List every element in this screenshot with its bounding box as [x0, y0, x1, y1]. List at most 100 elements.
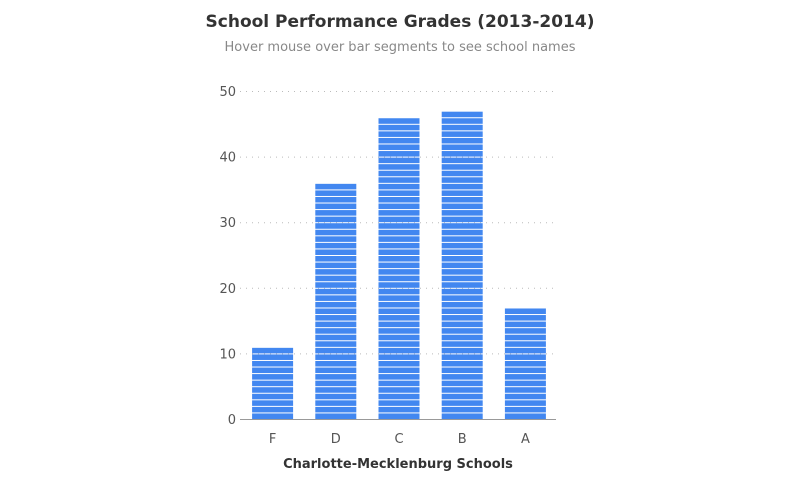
bar-segment[interactable]: [378, 203, 420, 210]
bar-segment[interactable]: [252, 393, 294, 400]
bar-segment[interactable]: [378, 223, 420, 229]
bar-segment[interactable]: [441, 249, 483, 255]
bar-segment[interactable]: [441, 183, 483, 190]
bar-segment[interactable]: [504, 308, 546, 315]
bar-F[interactable]: [252, 347, 294, 419]
bar-segment[interactable]: [378, 360, 420, 367]
bar-segment[interactable]: [378, 321, 420, 328]
bar-segment[interactable]: [441, 341, 483, 347]
bar-segment[interactable]: [315, 315, 357, 321]
bar-segment[interactable]: [252, 380, 294, 387]
bar-segment[interactable]: [378, 315, 420, 321]
bar-segment[interactable]: [315, 196, 357, 203]
bar-segment[interactable]: [315, 308, 357, 315]
bar-B[interactable]: [441, 111, 483, 419]
bar-segment[interactable]: [252, 367, 294, 374]
bar-segment[interactable]: [441, 236, 483, 242]
bar-segment[interactable]: [315, 321, 357, 328]
bar-segment[interactable]: [441, 262, 483, 269]
bar-segment[interactable]: [441, 347, 483, 354]
bar-segment[interactable]: [378, 367, 420, 374]
bar-segment[interactable]: [504, 380, 546, 387]
bar-segment[interactable]: [378, 413, 420, 419]
bar-segment[interactable]: [378, 229, 420, 236]
bar-segment[interactable]: [441, 203, 483, 210]
bar-segment[interactable]: [441, 295, 483, 301]
bar-segment[interactable]: [315, 354, 357, 360]
bar-segment[interactable]: [441, 328, 483, 334]
bar-segment[interactable]: [252, 354, 294, 360]
bar-segment[interactable]: [315, 374, 357, 380]
bar-segment[interactable]: [441, 282, 483, 288]
bar-segment[interactable]: [441, 157, 483, 164]
bar-segment[interactable]: [441, 210, 483, 216]
bar-segment[interactable]: [315, 223, 357, 229]
bar-segment[interactable]: [252, 413, 294, 419]
bar-segment[interactable]: [315, 269, 357, 275]
bar-segment[interactable]: [315, 275, 357, 282]
bar-segment[interactable]: [378, 216, 420, 223]
bar-segment[interactable]: [378, 183, 420, 190]
bar-segment[interactable]: [378, 256, 420, 262]
bar-segment[interactable]: [252, 400, 294, 406]
bar-segment[interactable]: [252, 387, 294, 393]
bar-segment[interactable]: [441, 164, 483, 170]
bar-segment[interactable]: [378, 328, 420, 334]
bar-segment[interactable]: [315, 210, 357, 216]
bar-segment[interactable]: [315, 256, 357, 262]
bar-segment[interactable]: [441, 151, 483, 157]
bar-segment[interactable]: [441, 144, 483, 151]
bar-segment[interactable]: [315, 393, 357, 400]
bar-segment[interactable]: [315, 400, 357, 406]
bar-segment[interactable]: [378, 131, 420, 137]
bar-segment[interactable]: [315, 387, 357, 393]
bar-segment[interactable]: [378, 124, 420, 131]
bar-segment[interactable]: [315, 413, 357, 419]
bar-segment[interactable]: [315, 216, 357, 223]
bar-segment[interactable]: [315, 249, 357, 255]
bar-segment[interactable]: [441, 118, 483, 124]
bar-segment[interactable]: [441, 137, 483, 144]
bar-segment[interactable]: [378, 354, 420, 360]
bar-segment[interactable]: [378, 137, 420, 144]
bar-segment[interactable]: [315, 242, 357, 249]
bar-segment[interactable]: [504, 354, 546, 360]
bar-segment[interactable]: [252, 374, 294, 380]
bar-segment[interactable]: [378, 242, 420, 249]
bar-segment[interactable]: [441, 229, 483, 236]
bar-segment[interactable]: [378, 308, 420, 315]
bar-segment[interactable]: [441, 413, 483, 419]
bar-segment[interactable]: [441, 131, 483, 137]
bar-segment[interactable]: [378, 334, 420, 341]
bar-segment[interactable]: [441, 301, 483, 308]
bar-segment[interactable]: [378, 170, 420, 177]
bar-segment[interactable]: [315, 295, 357, 301]
bar-segment[interactable]: [315, 183, 357, 190]
bar-segment[interactable]: [504, 387, 546, 393]
bar-segment[interactable]: [504, 334, 546, 341]
bar-segment[interactable]: [504, 347, 546, 354]
bar-segment[interactable]: [504, 393, 546, 400]
bar-A[interactable]: [504, 308, 546, 419]
bar-segment[interactable]: [378, 341, 420, 347]
bar-segment[interactable]: [441, 124, 483, 131]
bar-segment[interactable]: [315, 236, 357, 242]
bar-segment[interactable]: [315, 190, 357, 196]
bar-segment[interactable]: [378, 236, 420, 242]
bar-segment[interactable]: [504, 341, 546, 347]
bar-segment[interactable]: [315, 301, 357, 308]
bar-segment[interactable]: [441, 177, 483, 183]
bar-segment[interactable]: [378, 282, 420, 288]
bar-segment[interactable]: [441, 354, 483, 360]
bar-segment[interactable]: [315, 360, 357, 367]
bar-segment[interactable]: [378, 380, 420, 387]
bar-segment[interactable]: [441, 242, 483, 249]
bar-segment[interactable]: [378, 164, 420, 170]
bar-segment[interactable]: [378, 177, 420, 183]
bar-segment[interactable]: [441, 196, 483, 203]
bar-segment[interactable]: [315, 203, 357, 210]
bar-segment[interactable]: [378, 406, 420, 413]
bar-segment[interactable]: [441, 269, 483, 275]
bar-segment[interactable]: [378, 295, 420, 301]
bar-segment[interactable]: [504, 367, 546, 374]
